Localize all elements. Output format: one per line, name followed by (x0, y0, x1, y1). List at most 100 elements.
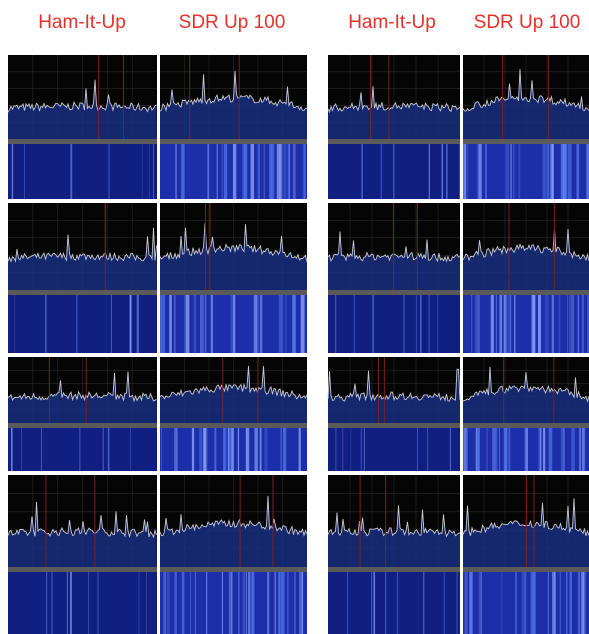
waterfall-streak (184, 295, 187, 353)
waterfall-streak (245, 428, 248, 471)
waterfall-streak (223, 144, 228, 199)
waterfall-streak (393, 144, 395, 199)
waterfall-streak (508, 428, 510, 471)
waterfall-streak (335, 428, 337, 471)
spectrum-trace (7, 227, 157, 263)
waterfall-streak (129, 428, 132, 471)
spectrum-trace (327, 505, 461, 538)
spectrum-fill (8, 371, 157, 423)
waterfall-streak (583, 572, 586, 634)
waterfall-streak (169, 295, 172, 353)
frequency-scale (328, 139, 460, 144)
spectrum-trace (327, 231, 461, 263)
waterfall (328, 572, 460, 634)
spectrum-fill (8, 501, 157, 567)
waterfall-streak (263, 144, 265, 199)
waterfall-streak (237, 428, 240, 471)
waterfall-streak (259, 295, 263, 353)
spectrum-fill (463, 228, 589, 290)
waterfall-streak (111, 295, 112, 353)
frequency-scale (8, 290, 157, 295)
sdr-screenshot (159, 475, 308, 634)
waterfall-streak (558, 295, 561, 353)
waterfall-streak (66, 572, 69, 634)
waterfall-streak (480, 572, 482, 634)
waterfall-streak (281, 572, 285, 634)
waterfall-streak (579, 428, 581, 471)
waterfall (8, 144, 157, 199)
waterfall-streak (45, 295, 47, 353)
frequency-scale (328, 567, 460, 572)
waterfall-streak (21, 428, 22, 471)
waterfall-streak (141, 144, 143, 199)
waterfall-streak (181, 144, 185, 199)
waterfall-streak (476, 428, 480, 471)
waterfall-streak (470, 572, 473, 634)
frequency-scale (328, 290, 460, 295)
waterfall-streak (278, 295, 282, 353)
waterfall-streak (11, 428, 13, 471)
waterfall-streak (292, 295, 296, 353)
waterfall-streak (221, 144, 224, 199)
waterfall-streak (279, 144, 281, 199)
waterfall-streak (446, 144, 448, 199)
waterfall (8, 428, 157, 471)
waterfall (8, 295, 157, 353)
spectrum-trace (159, 495, 308, 537)
waterfall-streak (396, 572, 399, 634)
waterfall-streak (545, 295, 549, 353)
waterfall-streak (108, 144, 110, 199)
waterfall-streak (515, 572, 517, 634)
waterfall-streak (289, 144, 291, 199)
waterfall-streak (428, 295, 430, 353)
waterfall-streak (174, 295, 176, 353)
spectrum-fill (463, 69, 589, 139)
spectrum-fill (328, 231, 460, 290)
frequency-scale (463, 139, 589, 144)
waterfall-streak (456, 572, 458, 634)
waterfall-streak (437, 295, 439, 353)
waterfall-streak (537, 295, 542, 353)
waterfall-streak (492, 428, 494, 471)
waterfall-streak (70, 144, 73, 199)
spectrum-fill (160, 366, 307, 423)
waterfall-streak (70, 572, 72, 634)
waterfall-streak (550, 144, 554, 199)
waterfall-streak (274, 572, 277, 634)
waterfall-streak (223, 428, 225, 471)
waterfall-streak (301, 572, 304, 634)
waterfall-streak (547, 572, 549, 634)
waterfall-streak (513, 144, 515, 199)
waterfall-streak (467, 144, 469, 199)
waterfall-streak (176, 428, 178, 471)
waterfall-streak (531, 295, 535, 353)
waterfall-streak (304, 144, 306, 199)
waterfall-streak (257, 144, 261, 199)
waterfall-streak (102, 428, 104, 471)
waterfall-streak (550, 144, 553, 199)
waterfall-streak (206, 572, 208, 634)
frequency-scale (8, 139, 157, 144)
spectrum-trace (462, 366, 589, 403)
waterfall-streak (524, 428, 527, 471)
waterfall-streak (570, 295, 575, 353)
spectrum-fill (463, 366, 589, 423)
waterfall-streak (298, 428, 301, 471)
waterfall-streak (283, 144, 287, 199)
waterfall-streak (238, 572, 240, 634)
waterfall-streak (41, 428, 42, 471)
waterfall-streak (160, 428, 163, 471)
waterfall-streak (466, 428, 468, 471)
waterfall-streak (530, 572, 533, 634)
waterfall-streak (581, 428, 585, 471)
waterfall-streak (443, 572, 445, 634)
waterfall-streak (285, 295, 287, 353)
waterfall-streak (11, 144, 14, 199)
waterfall-streak (287, 144, 290, 199)
waterfall-streak (469, 572, 471, 634)
frequency-scale (160, 139, 307, 144)
waterfall-streak (245, 572, 247, 634)
waterfall (8, 572, 157, 634)
waterfall-streak (499, 428, 500, 471)
waterfall-streak (301, 295, 305, 353)
